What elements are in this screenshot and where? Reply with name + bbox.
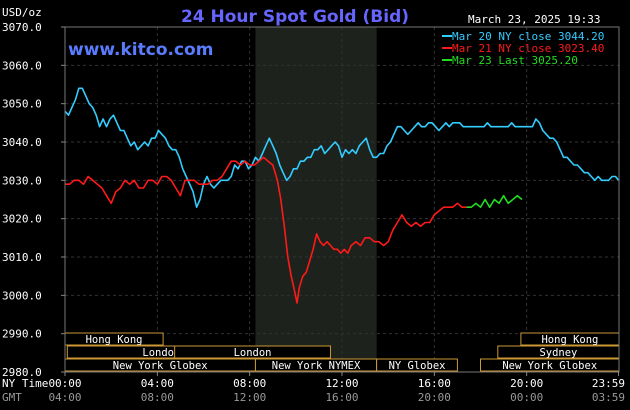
session-bar-label: New York NYMEX [272,360,361,372]
y-tick-label: 3010.0 [2,251,42,264]
x-tick-label-gmt: 20:00 [418,391,451,404]
y-tick-label: 2990.0 [2,328,42,341]
x-tick-label-ny: 04:00 [141,377,174,390]
x-tick-label-ny: 16:00 [418,377,451,390]
session-bar: Hong Kong [520,332,620,346]
series-layer [64,87,620,304]
y-tick-label: 3000.0 [2,289,42,302]
session-bar-label: New York Globex [502,360,597,372]
session-bar: New York NYMEX [254,358,378,372]
session-bar-label: London [234,347,272,359]
legend-label-mar21: Mar 21 NY close 3023.40 [452,42,604,55]
session-bar-label: Hong Kong [541,334,598,346]
ny-time-row-label: NY Time [2,377,48,390]
x-tick-label-ny: 12:00 [325,377,358,390]
session-bar: New York Globex [480,358,620,372]
x-tick-label-ny: 23:59 [592,377,625,390]
gmt-row-label: GMT [2,391,22,404]
session-bar-label: New York Globex [113,360,208,372]
session-bar: Hong Kong [64,332,164,346]
session-bar-label: London [142,347,180,359]
session-bar: NY Globex [376,358,458,372]
x-tick-label-gmt: 12:00 [233,391,266,404]
series-line-1 [65,156,467,304]
nymex-session-shade [255,27,377,372]
y-tick-label: 3070.0 [2,21,42,34]
x-tick-label-gmt: 08:00 [141,391,174,404]
session-bar: New York Globex [64,358,256,372]
x-axis-ticks: 00:0004:0004:0008:0008:0012:0012:0016:00… [48,372,625,404]
session-bar-label: NY Globex [389,360,446,372]
x-tick-label-gmt: 03:59 [592,391,625,404]
y-axis-ticks: 2980.0 2990.0 3000.0 3010.0 3020.0 3030.0 3040… [2,21,65,379]
y-tick-label: 3020.0 [2,213,42,226]
session-bar-label: Sydney [539,347,577,359]
session-bar: Sydney [497,345,620,359]
y-axis-unit-label: USD/oz [2,6,42,19]
x-tick-label-gmt: 00:00 [510,391,543,404]
y-tick-label: 3040.0 [2,136,42,149]
timestamp-label: March 23, 2025 19:33 [468,13,600,26]
series-line-2 [466,194,523,208]
series-line-0 [64,87,620,208]
x-tick-label-ny: 08:00 [233,377,266,390]
legend-label-mar20: Mar 20 NY close 3044.20 [452,30,604,43]
y-tick-label: 2980.0 [2,366,42,379]
x-tick-label-ny: 00:00 [48,377,81,390]
y-tick-label: 3030.0 [2,174,42,187]
session-bar-label: Hong Kong [86,334,143,346]
x-tick-label-ny: 20:00 [510,377,543,390]
session-bar-box [174,345,331,359]
y-tick-label: 3050.0 [2,98,42,111]
session-bar-box [376,358,458,372]
session-bar: London [174,345,331,359]
chart-title: 24 Hour Spot Gold (Bid) [181,7,409,27]
legend-label-mar23: Mar 23 Last 3025.20 [452,54,578,67]
legend: Mar 20 NY close 3044.20 Mar 21 NY close … [442,30,604,67]
y-tick-label: 3060.0 [2,59,42,72]
x-tick-label-gmt: 04:00 [48,391,81,404]
x-tick-label-gmt: 16:00 [325,391,358,404]
kitco-url-label: www.kitco.com [68,40,213,60]
